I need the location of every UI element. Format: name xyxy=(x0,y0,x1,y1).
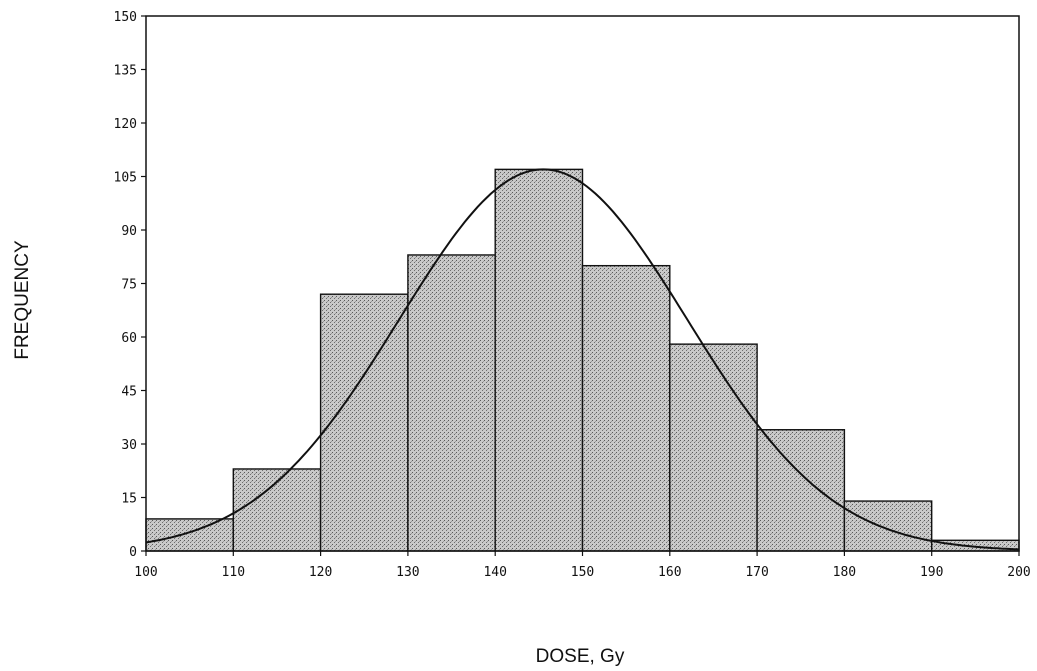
x-tick-label: 150 xyxy=(571,565,594,580)
y-tick-label: 150 xyxy=(114,10,137,25)
histogram-bar-160-170 xyxy=(669,343,758,552)
histogram-bar-100-110 xyxy=(145,518,235,552)
x-axis: 100 110 120 130 140 150 160 170 180 190 200 xyxy=(134,551,1031,580)
histogram-bar-120-130 xyxy=(319,293,409,552)
x-axis-title: DOSE, Gy xyxy=(536,646,625,667)
y-tick-label: 90 xyxy=(121,224,137,239)
histogram-bar-140-150 xyxy=(494,168,584,552)
y-tick-label: 60 xyxy=(121,331,137,346)
y-tick-label: 45 xyxy=(121,385,137,400)
x-tick-label: 100 xyxy=(134,565,157,580)
x-tick-label: 120 xyxy=(309,565,332,580)
histogram-bar-130-140 xyxy=(407,254,496,552)
y-tick-label: 120 xyxy=(114,117,137,132)
histogram-bar-150-160 xyxy=(581,264,671,552)
x-tick-label: 180 xyxy=(833,565,856,580)
x-tick-label: 110 xyxy=(222,565,245,580)
y-tick-label: 135 xyxy=(114,64,137,79)
y-tick-label: 30 xyxy=(121,438,137,453)
y-tick-label: 15 xyxy=(121,492,137,507)
x-tick-label: 170 xyxy=(745,565,768,580)
y-axis: 0 15 30 45 60 75 90 105 120 135 150 xyxy=(114,10,146,560)
y-tick-label: 75 xyxy=(121,278,137,293)
normal-curve xyxy=(145,168,1020,551)
x-tick-label: 130 xyxy=(396,565,419,580)
y-axis-title: FREQUENCY xyxy=(12,240,33,360)
y-tick-label: 105 xyxy=(114,171,137,186)
histogram-bar-180-190 xyxy=(843,500,933,552)
y-tick-label: 0 xyxy=(129,545,137,560)
x-tick-label: 190 xyxy=(920,565,943,580)
histogram-bars xyxy=(145,168,1020,552)
x-tick-label: 160 xyxy=(658,565,681,580)
x-tick-label: 200 xyxy=(1007,565,1030,580)
x-tick-label: 140 xyxy=(483,565,506,580)
histogram-bar-170-180 xyxy=(756,429,846,552)
